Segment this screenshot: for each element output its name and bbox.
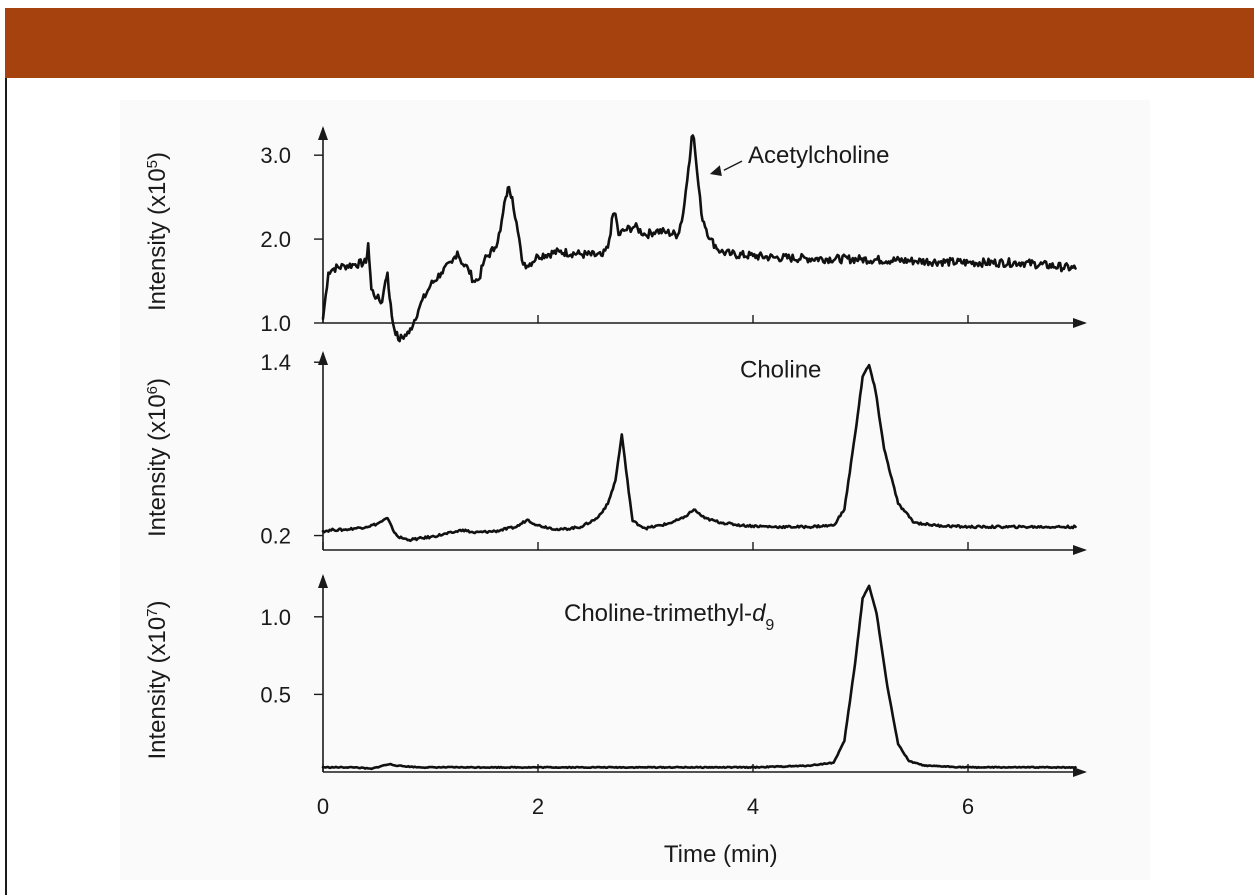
- panel-1-y-tick-label: 1.0: [260, 311, 291, 336]
- annotation-choline-d9-subscript: 9: [765, 617, 774, 634]
- header-bar: [5, 8, 1254, 78]
- panel-2-y-tick-label: 1.4: [260, 350, 291, 375]
- chart-panel: 1.0 2.0 3.0 Intensity (x105) Acetylcholine 0.…: [120, 100, 1150, 880]
- panel-2-trace-line: [321, 363, 1077, 543]
- x-tick-label: 0: [317, 794, 329, 819]
- panel-1-y-axis-title-exponent: 5: [144, 160, 161, 168]
- annotation-arrow-line: [723, 160, 743, 171]
- panel-1-y-axis-title: Intensity (x105): [144, 152, 172, 311]
- annotation-acetylcholine: Acetylcholine: [748, 142, 889, 169]
- panel-1-y-axis-title-base: Intensity (x10: [144, 168, 171, 311]
- panel-2-y-axis-title-exponent: 6: [144, 386, 161, 394]
- annotation-choline-d9-italic: d: [752, 600, 766, 627]
- panel-2-y-axis-title-close: ): [144, 378, 171, 386]
- panel-2-x-axis-arrow: [1073, 545, 1087, 555]
- x-tick-label: 6: [962, 794, 974, 819]
- x-tick-label: 4: [747, 794, 759, 819]
- annotation-arrow-head: [709, 165, 722, 176]
- x-axis-title: Time (min): [664, 841, 778, 868]
- panel-3-y-tick-label: 0.5: [260, 682, 291, 707]
- panel-2-y-axis-arrow: [318, 351, 328, 365]
- panel-3-trace-line: [321, 584, 1077, 771]
- annotation-choline-d9-base: Choline-trimethyl-: [564, 600, 752, 627]
- panel-1-y-tick-label: 2.0: [260, 227, 291, 252]
- panel-1-y-tick-label: 3.0: [260, 143, 291, 168]
- panel-1-trace-line: [321, 134, 1077, 343]
- panel-3-y-tick-label: 1.0: [260, 605, 291, 630]
- panel-1-y-axis-title-close: ): [144, 152, 171, 160]
- panel-3-y-axis-title-base: Intensity (x10: [144, 617, 171, 760]
- annotation-choline-d9: Choline-trimethyl-d9: [564, 600, 774, 634]
- panel-3-y-axis-title-close: ): [144, 600, 171, 608]
- annotation-choline: Choline: [740, 356, 821, 383]
- panel-3-x-axis-arrow: [1073, 767, 1087, 777]
- panel-1-y-axis-arrow: [318, 126, 328, 140]
- panel-2-y-axis-title: Intensity (x106): [144, 378, 172, 537]
- panel-1-x-axis-arrow: [1073, 318, 1087, 328]
- panel-2-y-tick-label: 0.2: [260, 524, 291, 549]
- left-border: [5, 78, 7, 895]
- panel-3-y-axis-title: Intensity (x107): [144, 600, 172, 759]
- panel-2-y-axis-title-base: Intensity (x10: [144, 394, 171, 537]
- x-tick-label: 2: [532, 794, 544, 819]
- panel-3-y-axis-arrow: [318, 574, 328, 588]
- panel-3-y-axis-title-exponent: 7: [144, 608, 161, 616]
